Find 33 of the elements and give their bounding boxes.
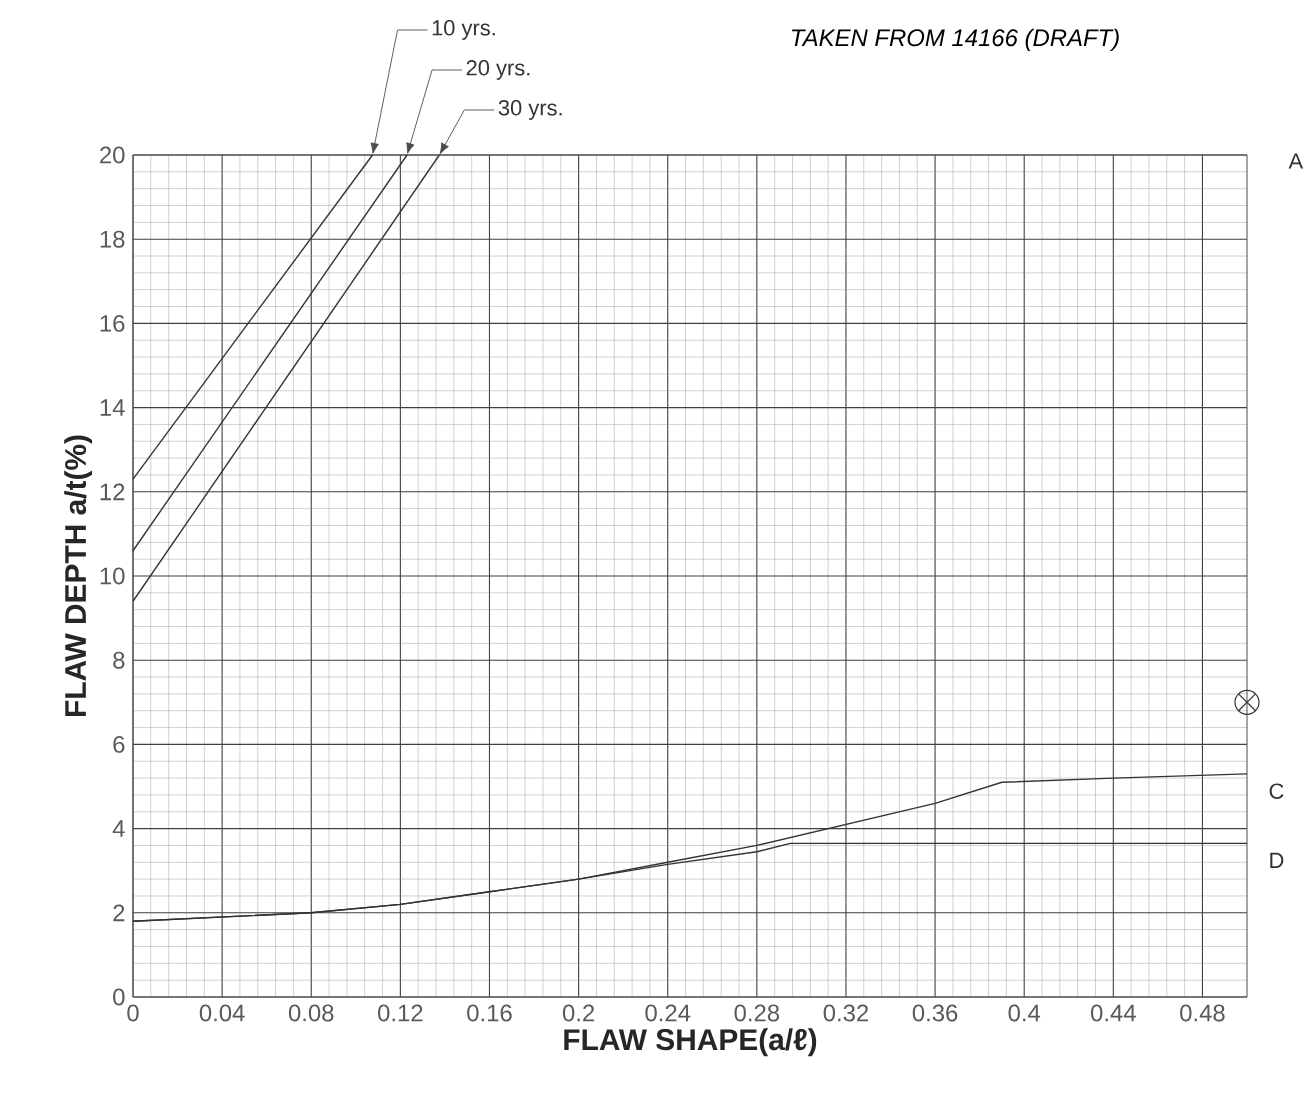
- text: 20 yrs.: [466, 60, 530, 80]
- y-tick-label: 8: [113, 651, 125, 669]
- x-tick-label: 0.2: [562, 1004, 595, 1022]
- y-tick-label: 12: [100, 483, 125, 501]
- text: 30 yrs.: [498, 100, 562, 120]
- x-tick-label: 0.24: [645, 1004, 691, 1022]
- x-tick-label: 0.4: [1008, 1004, 1041, 1022]
- x-tick-label: 0.16: [467, 1004, 512, 1022]
- series-label: D: [1270, 852, 1284, 868]
- y-axis-title: FLAW DEPTH a/t(%): [64, 435, 93, 716]
- y-tick-label: 2: [113, 904, 125, 922]
- x-tick-label: 0.36: [912, 1004, 958, 1022]
- chart-title: TAKEN FROM 14166 (DRAFT): [791, 28, 1119, 51]
- y-tick-label: 10: [100, 567, 125, 585]
- y-tick-label: 16: [100, 314, 125, 332]
- x-tick-label: 0.28: [734, 1004, 780, 1022]
- x-axis-title: FLAW SHAPE(a/ℓ): [564, 1028, 817, 1057]
- text: 10 yrs.: [432, 20, 495, 40]
- text: A: [1288, 153, 1304, 169]
- y-tick-label: 18: [100, 230, 125, 248]
- series-label: C: [1269, 783, 1284, 799]
- x-tick-label: 0.48: [1180, 1004, 1225, 1022]
- x-tick-label: 0.44: [1090, 1004, 1136, 1022]
- y-tick-label: 0: [113, 988, 125, 1006]
- x-tick-label: 0: [127, 1004, 139, 1022]
- y-tick-label: 14: [100, 399, 125, 416]
- y-tick-label: 6: [113, 735, 125, 753]
- x-tick-label: 0.12: [378, 1004, 423, 1022]
- y-tick-label: 20: [100, 146, 125, 164]
- x-tick-label: 0.04: [199, 1004, 245, 1022]
- y-tick-label: 4: [112, 820, 125, 837]
- x-tick-label: 0.32: [823, 1004, 869, 1022]
- x-tick-label: 0.08: [288, 1004, 334, 1022]
